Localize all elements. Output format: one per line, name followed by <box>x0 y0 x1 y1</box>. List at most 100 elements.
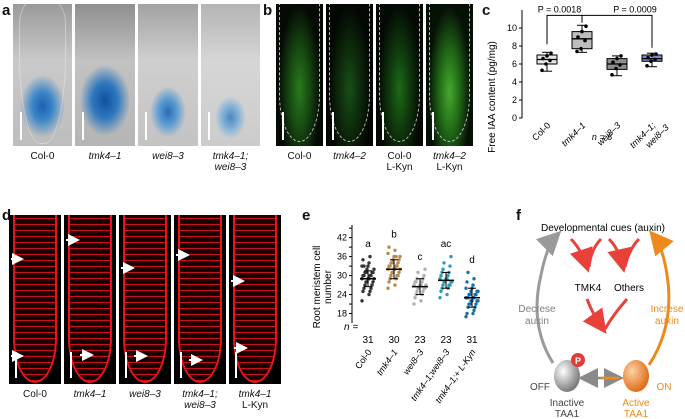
data-point <box>362 286 366 290</box>
data-point <box>412 302 416 306</box>
data-point <box>395 264 399 268</box>
data-point <box>476 299 480 303</box>
sample-size: 31 <box>362 335 374 346</box>
active-label-2: TAA1 <box>624 409 649 419</box>
x-tick-label: tmk4–1 <box>375 347 400 377</box>
data-point <box>618 63 622 67</box>
data-point <box>363 283 367 287</box>
data-point <box>370 283 374 287</box>
caption-a-1: Col-0 <box>30 151 55 162</box>
data-point <box>371 270 375 275</box>
scale-bar <box>82 112 84 140</box>
data-point <box>414 280 418 284</box>
panel-letter-e: e <box>302 207 311 224</box>
on-label: ON <box>657 382 672 393</box>
y-tick-label: 36 <box>337 252 347 262</box>
data-point <box>421 289 425 294</box>
data-point <box>367 261 371 265</box>
data-point <box>472 277 476 281</box>
x-tick-label: wei8–3 <box>401 347 426 376</box>
scale-bar <box>332 112 334 140</box>
data-point <box>619 54 623 58</box>
data-point <box>653 57 657 62</box>
data-point <box>654 52 658 56</box>
scale-bar <box>282 112 284 140</box>
data-point <box>362 264 366 268</box>
scale-bar <box>20 112 22 140</box>
data-point <box>420 280 424 284</box>
significance-letter: a <box>365 239 371 250</box>
data-point <box>393 248 397 252</box>
data-point <box>548 58 552 63</box>
panel-letter-c: c <box>482 2 491 19</box>
y-tick-label: 0 <box>512 113 517 123</box>
y-axis: 18 24 30 36 42 <box>337 225 353 323</box>
data-point <box>415 289 419 294</box>
data-point <box>540 68 544 73</box>
fluor-image-tmk4-2-lkyn <box>426 4 473 146</box>
data-point <box>545 54 549 58</box>
data-point <box>610 73 614 77</box>
caption-d-3: wei8–3 <box>129 389 161 400</box>
orange-arrow-icon <box>647 230 674 366</box>
gray-arrow-icon <box>535 230 562 364</box>
y-tick-label: 8 <box>512 41 517 51</box>
confocal-image-tmk4-1-lkyn <box>229 215 281 384</box>
y-tick-label: 4 <box>512 77 517 87</box>
n-annotation: n = 6 <box>592 132 612 142</box>
caption-a-3: wei8–3 <box>152 151 184 162</box>
red-arrow-icon <box>607 237 631 273</box>
x-tick-label: tmk4–1 <box>559 120 587 148</box>
data-point <box>422 273 426 278</box>
data-point <box>576 35 580 39</box>
y-tick-label: 18 <box>337 309 347 319</box>
data-point <box>448 283 452 287</box>
data-point <box>360 299 364 303</box>
data-point <box>541 56 545 61</box>
scale-bar <box>70 352 72 378</box>
data-point <box>650 53 654 57</box>
data-point <box>549 51 553 55</box>
significance-letters: a b c ac d <box>365 230 475 266</box>
data-point <box>645 64 649 68</box>
data-point <box>372 267 376 271</box>
data-point <box>386 286 390 290</box>
data-point <box>366 264 370 268</box>
data-point <box>465 311 469 316</box>
y-tick-label: 30 <box>337 271 347 281</box>
scale-bar <box>235 352 237 378</box>
phospho-label: P <box>575 356 581 366</box>
data-point <box>468 292 472 297</box>
data-point <box>583 38 587 43</box>
tmk4-label: TMK4 <box>575 283 602 294</box>
caption-d-1: Col-0 <box>23 389 47 400</box>
data-point <box>387 245 391 249</box>
data-point <box>390 261 394 265</box>
data-point <box>580 29 584 34</box>
data-point <box>419 299 423 303</box>
data-point <box>464 286 468 290</box>
p-value-annotations: P = 0.0018 P = 0.0009 <box>538 4 657 48</box>
scale-bar <box>180 352 182 378</box>
data-point <box>368 289 372 294</box>
data-point <box>439 289 443 294</box>
data-point <box>386 251 390 256</box>
data-point <box>388 264 392 268</box>
x-tick-label: Col-0 <box>530 120 552 142</box>
inactive-label-2: TAA1 <box>555 409 580 419</box>
data-point <box>474 292 478 297</box>
data-point <box>584 24 588 29</box>
significance-letter: d <box>469 255 475 266</box>
inactive-label-1: Inactive <box>550 398 585 409</box>
scale-bar <box>208 112 210 140</box>
data-point <box>361 289 365 294</box>
data-point <box>396 261 400 265</box>
data-point <box>361 258 365 262</box>
data-point <box>423 267 427 271</box>
y-axis: 0 2 4 6 8 10 <box>507 10 523 123</box>
data-point <box>362 273 366 278</box>
scale-bar <box>15 352 17 378</box>
boxes <box>536 24 663 77</box>
p-value-label: P = 0.0018 <box>538 4 582 14</box>
